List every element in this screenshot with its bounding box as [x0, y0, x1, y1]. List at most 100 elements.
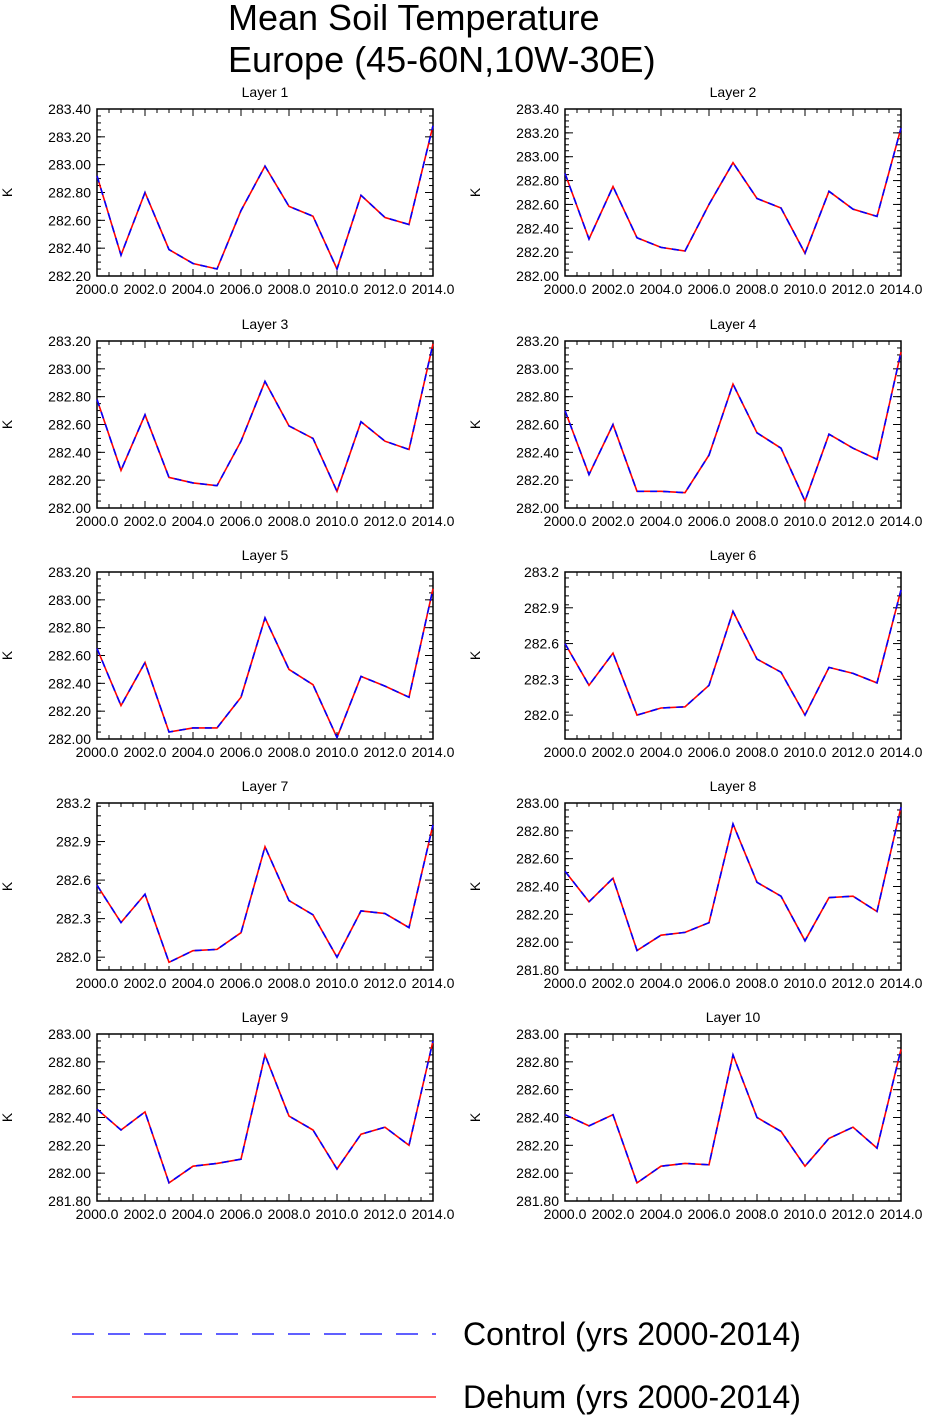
panel-title: Layer 1 — [242, 84, 289, 100]
y-tick-label: 282.60 — [48, 1082, 91, 1098]
x-tick-label: 2004.0 — [172, 513, 215, 529]
x-tick-label: 2000.0 — [544, 513, 587, 529]
y-tick-label: 283.20 — [48, 333, 91, 349]
y-tick-label: 281.80 — [516, 1193, 559, 1209]
series-line-dehum — [564, 1049, 902, 1185]
x-tick-label: 2004.0 — [172, 1206, 215, 1222]
y-tick-label: 282.40 — [516, 444, 559, 460]
x-tick-label: 2014.0 — [880, 975, 923, 991]
y-tick-label: 282.40 — [516, 879, 559, 895]
panel-title: Layer 3 — [242, 316, 289, 332]
y-tick-label: 282.20 — [48, 472, 91, 488]
x-tick-label: 2012.0 — [832, 744, 875, 760]
plot-frame — [564, 571, 902, 740]
panels: Layer 1 K 2000.0 2002.0 2004.0 2006.0 2008.0 20… — [0, 84, 923, 1222]
plot-frame — [96, 571, 434, 740]
y-tick-label: 282.00 — [516, 268, 559, 284]
legend-label-dehum: Dehum (yrs 2000-2014) — [463, 1379, 801, 1415]
panel-title: Layer 4 — [710, 316, 757, 332]
y-tick-label: 282.40 — [48, 444, 91, 460]
y-tick-label: 283.40 — [516, 101, 559, 117]
plot-frame — [96, 108, 434, 277]
series-line-dehum — [96, 824, 434, 964]
x-tick-label: 2002.0 — [592, 744, 635, 760]
x-tick-label: 2014.0 — [412, 744, 455, 760]
y-tick-label: 282.0 — [56, 949, 91, 965]
series-line-control — [564, 351, 902, 504]
x-tick-label: 2004.0 — [640, 744, 683, 760]
y-tick-label: 282.80 — [516, 389, 559, 405]
plot-frame — [564, 1033, 902, 1202]
x-tick-label: 2006.0 — [220, 281, 263, 297]
legend: Control (yrs 2000-2014) Dehum (yrs 2000-2… — [72, 1316, 801, 1415]
y-tick-label: 282.80 — [48, 1054, 91, 1070]
y-tick-label: 282.20 — [48, 268, 91, 284]
series-line-control — [564, 589, 902, 717]
x-tick-label: 2010.0 — [316, 281, 359, 297]
y-axis-label: K — [0, 650, 15, 660]
x-tick-label: 2006.0 — [688, 744, 731, 760]
x-tick-label: 2004.0 — [640, 513, 683, 529]
x-tick-label: 2006.0 — [688, 1206, 731, 1222]
x-tick-label: 2000.0 — [76, 281, 119, 297]
x-tick-label: 2002.0 — [592, 975, 635, 991]
y-tick-label: 283.2 — [524, 564, 559, 580]
y-tick-label: 283.00 — [48, 361, 91, 377]
y-tick-label: 282.40 — [48, 675, 91, 691]
x-tick-label: 2008.0 — [736, 744, 779, 760]
y-tick-label: 281.80 — [48, 1193, 91, 1209]
x-tick-label: 2002.0 — [592, 513, 635, 529]
y-axis-label: K — [467, 1112, 483, 1122]
y-tick-label: 282.00 — [516, 500, 559, 516]
x-tick-label: 2012.0 — [832, 513, 875, 529]
y-tick-label: 282.20 — [516, 244, 559, 260]
plot-frame — [96, 340, 434, 509]
panel-title: Layer 5 — [242, 547, 289, 563]
y-tick-label: 283.20 — [48, 564, 91, 580]
y-tick-label: 283.00 — [516, 1026, 559, 1042]
chart-panel-9: Layer 9 K 2000.0 2002.0 2004.0 2006.0 2008.0 20… — [0, 1009, 455, 1222]
x-tick-label: 2014.0 — [880, 744, 923, 760]
y-tick-label: 282.60 — [516, 196, 559, 212]
y-tick-label: 282.60 — [48, 417, 91, 433]
y-tick-label: 283.00 — [516, 795, 559, 811]
y-axis-label: K — [0, 1112, 15, 1122]
panel-title: Layer 9 — [242, 1009, 289, 1025]
legend-label-control: Control (yrs 2000-2014) — [463, 1316, 801, 1352]
series-line-dehum — [564, 351, 902, 504]
y-axis-label: K — [467, 187, 483, 197]
x-tick-label: 2010.0 — [316, 744, 359, 760]
y-tick-label: 282.00 — [48, 1165, 91, 1181]
panel-title: Layer 10 — [706, 1009, 761, 1025]
x-tick-label: 2014.0 — [412, 975, 455, 991]
x-tick-label: 2010.0 — [784, 975, 827, 991]
x-tick-label: 2006.0 — [220, 975, 263, 991]
y-tick-label: 282.80 — [48, 185, 91, 201]
x-tick-label: 2004.0 — [172, 744, 215, 760]
y-tick-label: 282.00 — [516, 934, 559, 950]
x-tick-label: 2002.0 — [124, 281, 167, 297]
series-line-dehum — [96, 1040, 434, 1185]
x-tick-label: 2002.0 — [124, 1206, 167, 1222]
y-tick-label: 282.00 — [516, 1165, 559, 1181]
x-tick-label: 2004.0 — [172, 975, 215, 991]
x-tick-label: 2008.0 — [268, 1206, 311, 1222]
x-tick-label: 2010.0 — [784, 281, 827, 297]
x-tick-label: 2000.0 — [76, 513, 119, 529]
x-tick-label: 2012.0 — [364, 975, 407, 991]
y-axis-label: K — [0, 881, 15, 891]
x-tick-label: 2008.0 — [268, 513, 311, 529]
x-tick-label: 2000.0 — [544, 975, 587, 991]
y-tick-label: 282.80 — [48, 389, 91, 405]
y-tick-label: 282.9 — [56, 834, 91, 850]
y-axis-label: K — [0, 419, 15, 429]
y-tick-label: 282.20 — [516, 1137, 559, 1153]
y-tick-label: 281.80 — [516, 962, 559, 978]
y-tick-label: 283.00 — [48, 592, 91, 608]
series-line-control — [96, 588, 434, 740]
x-tick-label: 2006.0 — [220, 1206, 263, 1222]
x-tick-label: 2000.0 — [76, 975, 119, 991]
y-tick-label: 282.6 — [56, 872, 91, 888]
y-tick-label: 282.40 — [516, 220, 559, 236]
